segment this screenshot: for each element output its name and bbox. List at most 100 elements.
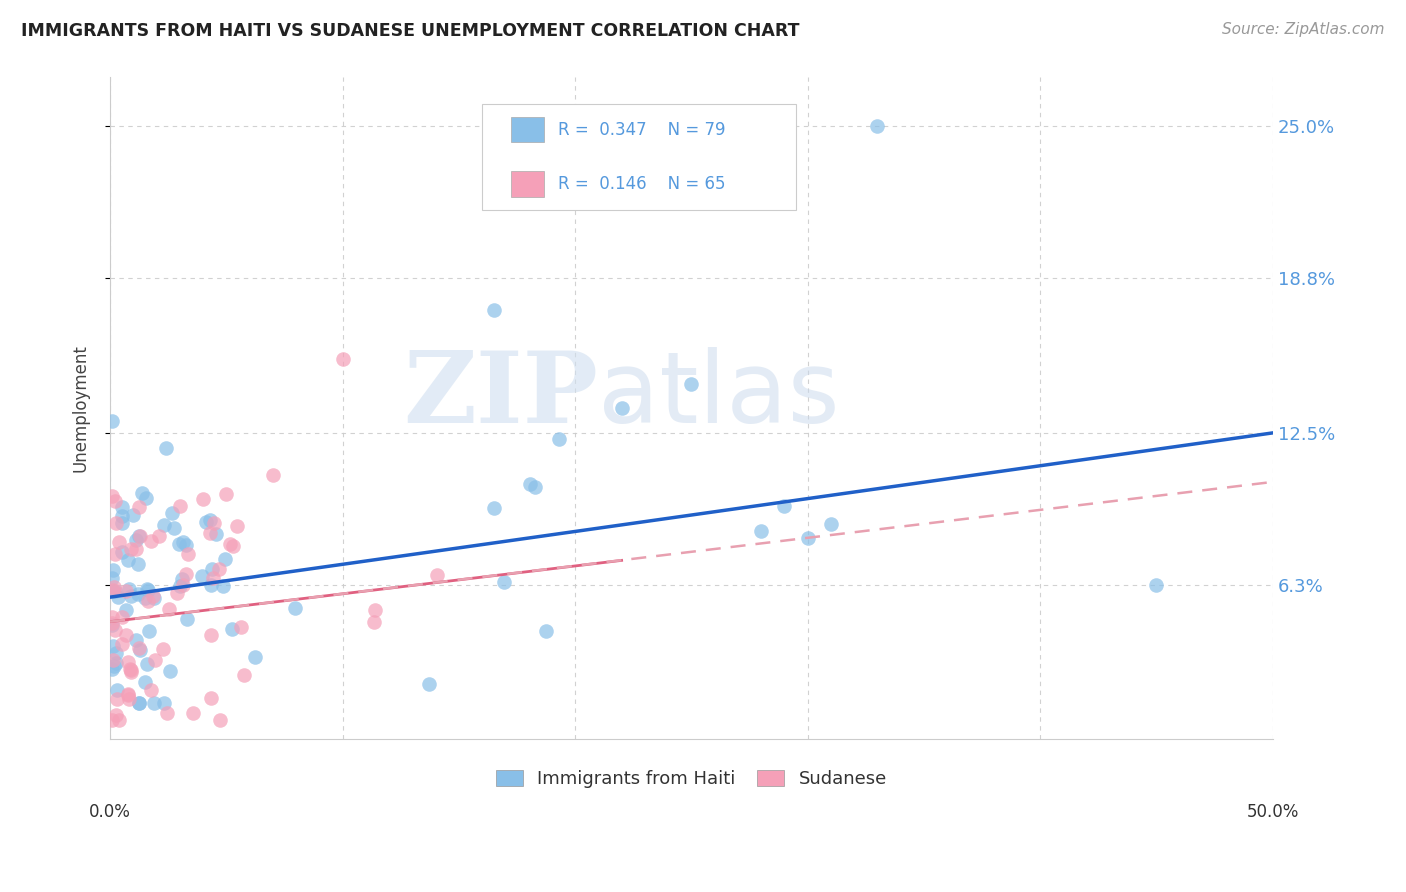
- Text: R =  0.146    N = 65: R = 0.146 N = 65: [558, 175, 725, 193]
- Point: [134, 591, 156, 606]
- Text: 50.0%: 50.0%: [1247, 803, 1299, 821]
- Point: [749, 524, 772, 538]
- Point: [105, 707, 128, 722]
- Point: [176, 538, 198, 552]
- Point: [172, 535, 194, 549]
- Point: [101, 618, 124, 632]
- Point: [101, 653, 124, 667]
- Point: [125, 632, 148, 647]
- Point: [103, 580, 125, 594]
- Point: [108, 713, 131, 727]
- Point: [101, 414, 124, 428]
- Point: [117, 688, 139, 702]
- Point: [156, 706, 179, 720]
- Point: [101, 713, 124, 727]
- Point: [200, 690, 222, 705]
- Point: [138, 624, 160, 638]
- Point: [820, 516, 842, 531]
- Point: [120, 589, 142, 603]
- Point: [127, 587, 149, 601]
- Point: [101, 639, 124, 653]
- Point: [610, 401, 633, 416]
- Point: [222, 539, 245, 553]
- Point: [145, 653, 167, 667]
- Point: [125, 533, 148, 547]
- Point: [233, 667, 256, 681]
- Point: [104, 547, 127, 561]
- Point: [170, 572, 193, 586]
- Point: [120, 665, 142, 679]
- Point: [548, 432, 571, 446]
- Point: [115, 628, 138, 642]
- Point: [111, 516, 134, 531]
- Point: [484, 500, 506, 515]
- Text: R =  0.347    N = 79: R = 0.347 N = 79: [558, 120, 725, 139]
- Point: [214, 552, 236, 566]
- Point: [136, 594, 159, 608]
- Point: [114, 603, 136, 617]
- FancyBboxPatch shape: [482, 103, 796, 210]
- Point: [363, 615, 385, 629]
- Point: [201, 562, 224, 576]
- Point: [104, 646, 127, 660]
- Point: [101, 615, 124, 630]
- Point: [152, 642, 174, 657]
- Point: [153, 696, 176, 710]
- Point: [111, 637, 134, 651]
- Text: ZIP: ZIP: [404, 347, 599, 443]
- Point: [194, 516, 217, 530]
- Point: [128, 696, 150, 710]
- Point: [191, 568, 214, 582]
- Point: [284, 601, 307, 615]
- Point: [426, 568, 449, 582]
- Point: [115, 584, 138, 599]
- Point: [167, 536, 190, 550]
- Point: [122, 508, 145, 523]
- Point: [125, 542, 148, 557]
- Bar: [512, 117, 544, 143]
- Point: [418, 676, 440, 690]
- Point: [200, 628, 222, 642]
- Point: [128, 529, 150, 543]
- Point: [172, 578, 194, 592]
- Point: [174, 567, 197, 582]
- Point: [212, 579, 235, 593]
- Point: [492, 575, 515, 590]
- Bar: [512, 171, 544, 196]
- Point: [796, 531, 818, 545]
- Point: [136, 582, 159, 597]
- Point: [166, 586, 188, 600]
- Point: [117, 687, 139, 701]
- Point: [215, 487, 238, 501]
- Point: [681, 376, 703, 391]
- Point: [143, 696, 166, 710]
- Point: [208, 562, 231, 576]
- Point: [181, 706, 204, 720]
- Point: [135, 491, 157, 505]
- Point: [101, 562, 124, 576]
- Point: [107, 683, 129, 698]
- Point: [131, 485, 153, 500]
- Point: [200, 525, 222, 540]
- Point: [519, 477, 541, 491]
- Text: 0.0%: 0.0%: [89, 803, 131, 821]
- Point: [108, 534, 131, 549]
- Point: [120, 541, 142, 556]
- Point: [101, 489, 124, 503]
- Point: [226, 519, 249, 533]
- Point: [153, 518, 176, 533]
- Point: [136, 582, 159, 597]
- Point: [142, 589, 165, 603]
- Point: [231, 620, 253, 634]
- Text: IMMIGRANTS FROM HAITI VS SUDANESE UNEMPLOYMENT CORRELATION CHART: IMMIGRANTS FROM HAITI VS SUDANESE UNEMPL…: [21, 22, 800, 40]
- Point: [118, 582, 141, 596]
- Point: [169, 579, 191, 593]
- Point: [148, 529, 170, 543]
- Text: Source: ZipAtlas.com: Source: ZipAtlas.com: [1222, 22, 1385, 37]
- Point: [111, 509, 134, 524]
- Point: [141, 533, 163, 548]
- Point: [155, 441, 177, 455]
- Point: [118, 662, 141, 676]
- Text: atlas: atlas: [599, 347, 839, 443]
- Point: [129, 642, 152, 657]
